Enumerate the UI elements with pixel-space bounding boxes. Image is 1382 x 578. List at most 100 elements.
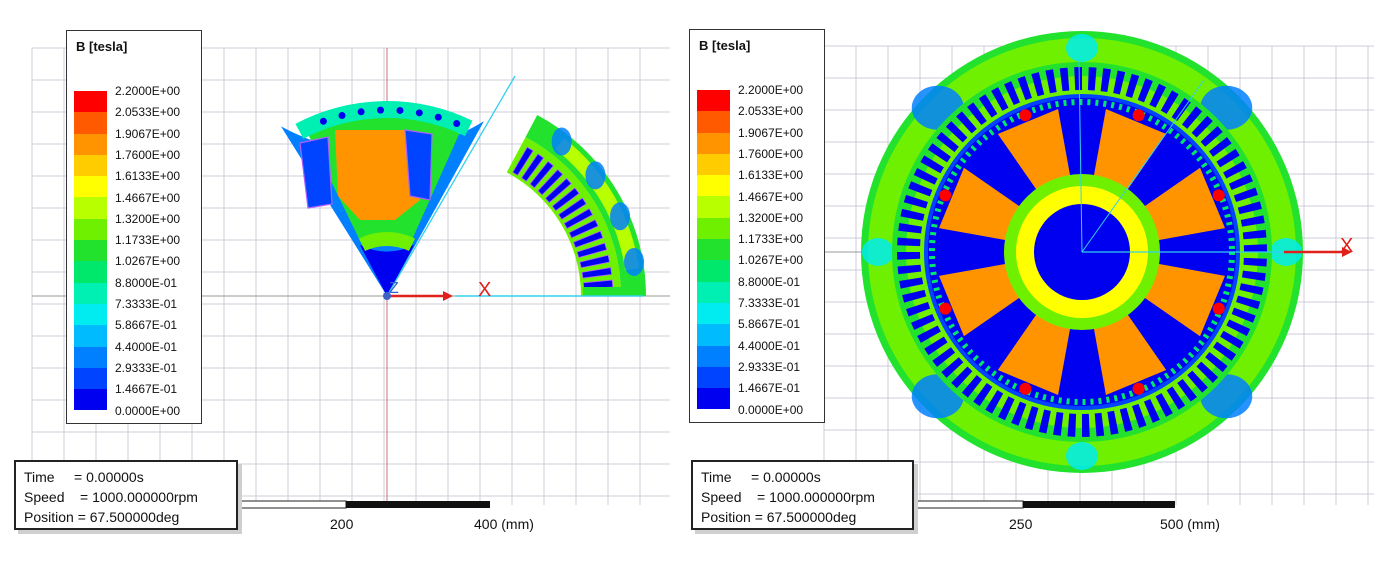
stator-slot — [1240, 215, 1265, 227]
scale-bar-white — [235, 500, 347, 509]
legend-swatch — [74, 346, 107, 368]
rotor-pole — [1091, 301, 1167, 396]
legend-title: B [tesla] — [76, 39, 128, 54]
legend-swatch — [74, 261, 107, 283]
x-axis-label: X — [1340, 235, 1353, 257]
stator-edge — [583, 287, 643, 296]
rim-slot — [453, 120, 461, 128]
stator-slot — [1200, 126, 1223, 147]
legend-tick-label: 1.0267E+00 — [115, 254, 181, 269]
legend-swatch — [697, 324, 730, 346]
legend-tick-label: 4.4000E-01 — [115, 339, 178, 354]
scale-label-mid: 250 — [1009, 516, 1033, 532]
legend-tick-label: 0.0000E+00 — [115, 403, 181, 418]
stator-slot — [1242, 270, 1266, 281]
rim-slot — [434, 113, 442, 121]
stator-slot — [978, 94, 998, 118]
stator-slot — [551, 187, 580, 212]
z-axis-label: Z — [389, 280, 399, 297]
legend-swatch — [697, 281, 730, 303]
stator-slot — [913, 168, 938, 185]
stator-slot — [897, 264, 922, 275]
stator-slot — [951, 366, 973, 389]
rim-slot — [415, 109, 423, 117]
right-plot-canvas[interactable]: X — [684, 0, 1382, 578]
low-field-spot — [624, 247, 645, 276]
stator-slot — [537, 169, 564, 196]
legend-swatch — [74, 367, 107, 390]
legend-color-bar — [697, 90, 730, 410]
stator-slot — [1119, 407, 1133, 432]
stator-low-field-spot — [1066, 34, 1098, 62]
stator-slot — [563, 208, 594, 229]
legend-tick-label: 1.7600E+00 — [738, 146, 804, 161]
rotor-pole — [938, 261, 1033, 337]
legend-tick-label: 1.3200E+00 — [115, 211, 181, 226]
rotor-pole — [1131, 167, 1226, 243]
stator-slot — [924, 336, 948, 356]
legend-tick-label: 5.8667E-01 — [738, 317, 801, 332]
legend-swatch — [697, 366, 730, 389]
legend-swatch — [697, 196, 730, 218]
legend-tick-label: 1.4667E-01 — [738, 381, 801, 396]
legend-tick-label: 1.0267E+00 — [738, 253, 804, 268]
rotor-pole — [938, 167, 1033, 243]
stator-slot — [899, 277, 924, 289]
stator-slot — [903, 194, 928, 209]
legend-tick-label: 1.1733E+00 — [738, 232, 804, 247]
stator-slot — [1149, 83, 1166, 108]
stator-slot — [1160, 90, 1179, 114]
legend-swatch — [74, 282, 107, 304]
pole-tip-hotspot — [1019, 109, 1032, 122]
stator-slot — [576, 242, 608, 259]
info-time: Time = 0.00000s — [701, 469, 821, 485]
legend-tick-label: 0.0000E+00 — [738, 402, 804, 417]
stator-slot — [1233, 187, 1258, 202]
legend-swatch — [697, 111, 730, 133]
legend-tick-label: 2.9333E-01 — [115, 360, 178, 375]
stator-slot — [917, 325, 941, 343]
stator-slot — [927, 143, 951, 163]
stator-slot — [973, 383, 993, 407]
stator-slot — [1059, 67, 1070, 92]
stator-slot — [1237, 201, 1262, 215]
low-field-spot — [585, 161, 606, 190]
stator-slot — [1155, 393, 1173, 417]
legend-swatch — [697, 302, 730, 325]
stator-slot — [1177, 378, 1197, 402]
rotor-pole — [1091, 108, 1167, 203]
stator-slot — [1053, 412, 1064, 436]
rim-slot — [396, 106, 404, 114]
legend-swatch — [697, 260, 730, 282]
scale-bar-white — [911, 500, 1024, 509]
stator-slot — [1107, 410, 1119, 435]
rotor-rim — [295, 100, 473, 139]
legend-tick-label: 2.0533E+00 — [115, 105, 181, 120]
stator-slot — [1004, 81, 1021, 106]
right-color-legend: B [tesla] 2.2000E+00 2.0533E+00 1.9067E+00… — [689, 29, 825, 423]
legend-tick-label: 5.8667E-01 — [115, 318, 178, 333]
stator-slot — [1208, 137, 1232, 157]
pole-tip-hotspot — [1132, 382, 1145, 395]
left-plot-canvas[interactable]: XZ — [0, 0, 680, 578]
legend-tick-label: 1.9067E+00 — [738, 125, 804, 140]
stator-slot — [1220, 330, 1244, 349]
pole-tip-hotspot — [1212, 189, 1225, 202]
legend-swatch — [697, 217, 730, 240]
stator-slot — [898, 223, 922, 234]
legend-swatch — [697, 90, 730, 112]
stator-slot — [1132, 403, 1147, 428]
legend-tick-label: 1.4667E+00 — [738, 189, 804, 204]
pole-tip-hotspot — [1132, 109, 1145, 122]
stator-slot — [579, 254, 611, 269]
coord-line — [1078, 59, 1083, 253]
rim-slot — [338, 112, 346, 120]
stator-slot — [1087, 67, 1097, 91]
stator-slot — [1226, 319, 1251, 336]
stator-slot — [1125, 73, 1140, 98]
scale-bar-black — [1023, 501, 1175, 508]
stator-slot — [581, 267, 613, 279]
scale-label-end: 400 (mm) — [474, 516, 534, 532]
stator-low-field-spot — [862, 238, 894, 266]
